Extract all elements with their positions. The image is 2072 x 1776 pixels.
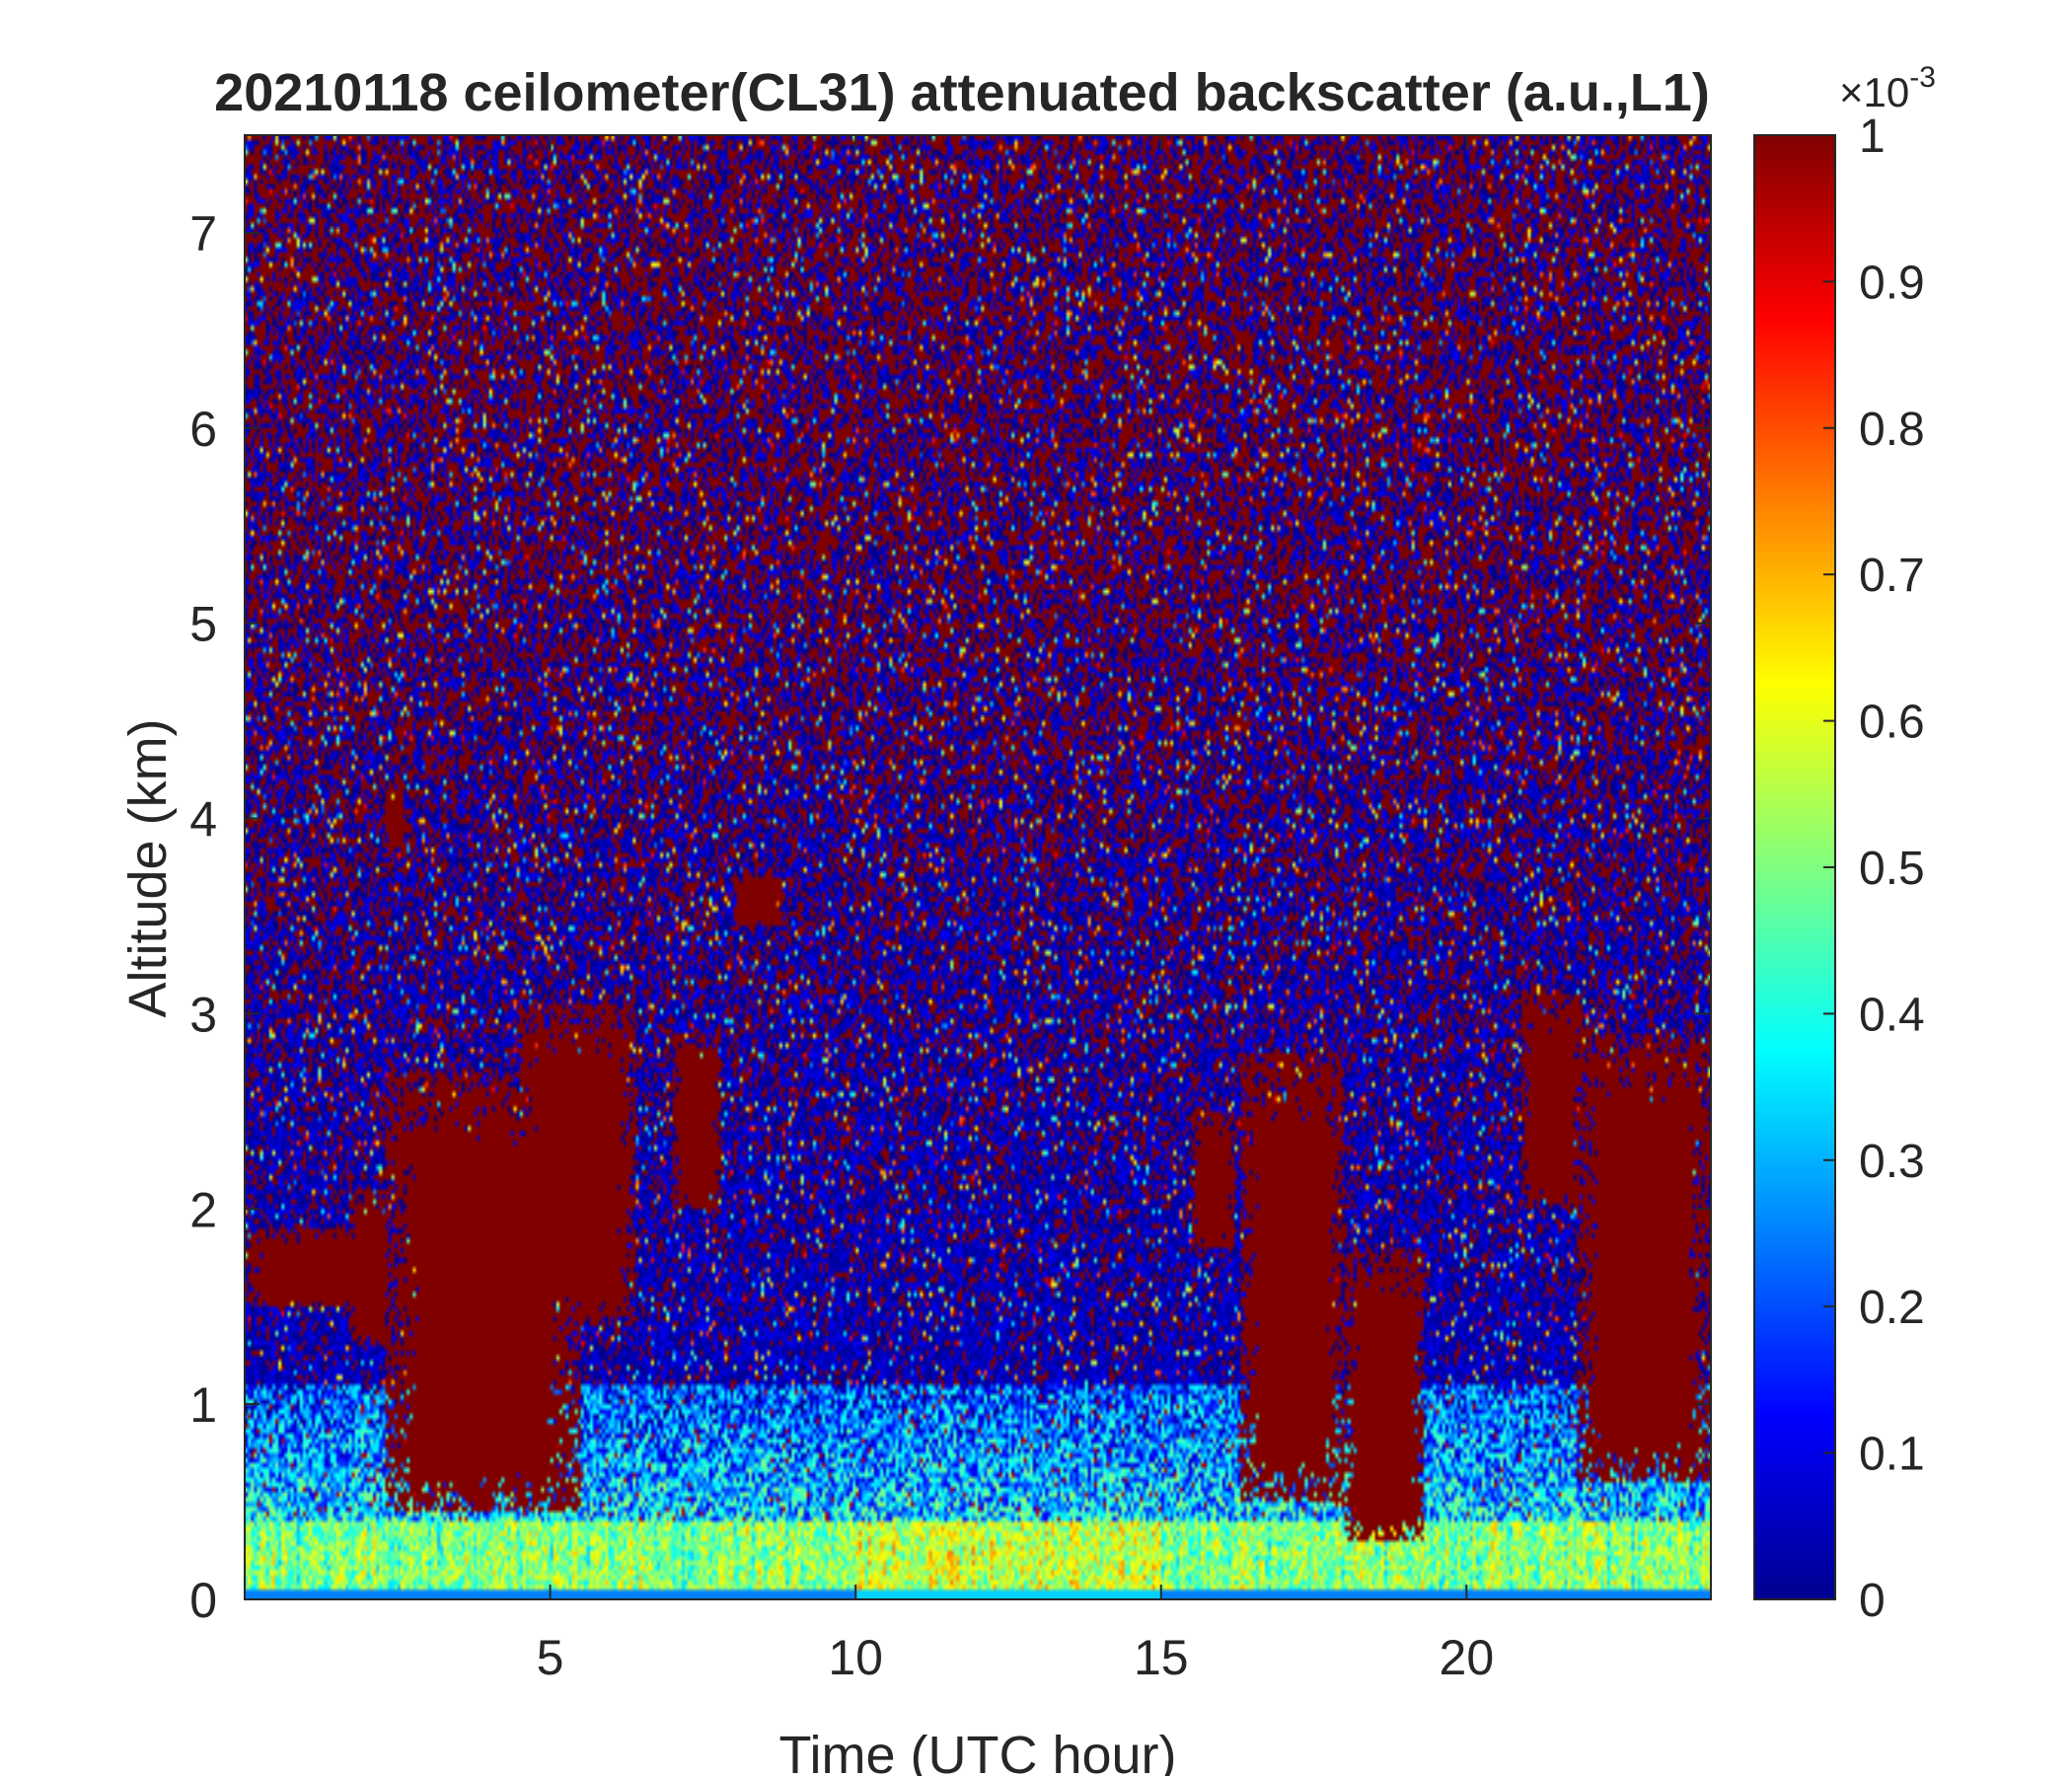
colorbar-gradient bbox=[1754, 135, 1835, 1599]
chart-title: 20210118 ceilometer(CL31) attenuated bac… bbox=[214, 63, 1710, 122]
x-axis: 5 10 15 20 bbox=[537, 135, 1494, 1685]
y-tick-label: 0 bbox=[189, 1573, 217, 1628]
colorbar-tick-label: 0 bbox=[1859, 1575, 1886, 1627]
colorbar-tick-label: 0.3 bbox=[1859, 1136, 1925, 1188]
plot-frame bbox=[244, 134, 1712, 1600]
colorbar-tick-label: 0.7 bbox=[1859, 550, 1925, 602]
colorbar-tick-label: 0.4 bbox=[1859, 989, 1925, 1041]
colorbar-exponent-base: ×10 bbox=[1839, 69, 1909, 115]
y-tick-label: 4 bbox=[189, 792, 217, 848]
x-tick-label: 15 bbox=[1134, 1630, 1189, 1685]
y-tick-label: 6 bbox=[189, 402, 217, 457]
backscatter-heatmap bbox=[245, 135, 1711, 1599]
x-tick-label: 10 bbox=[828, 1630, 883, 1685]
colorbar-tick-label: 0.5 bbox=[1859, 843, 1925, 895]
colorbar-tick-label: 0.8 bbox=[1859, 404, 1925, 456]
plot-area bbox=[244, 134, 1712, 1600]
y-axis: 0 1 2 3 4 5 6 7 bbox=[189, 206, 1711, 1628]
y-tick-label: 3 bbox=[189, 987, 217, 1042]
colorbar-tick-label: 0.2 bbox=[1859, 1282, 1925, 1334]
colorbar-tick-label: 1 bbox=[1859, 111, 1886, 163]
x-tick-label: 5 bbox=[537, 1630, 564, 1685]
colorbar-tick-label: 0.9 bbox=[1859, 257, 1925, 309]
y-tick-label: 7 bbox=[189, 206, 217, 261]
colorbar-tick-label: 0.6 bbox=[1859, 697, 1925, 749]
colorbar-ticks: 0 0.1 0.2 0.3 0.4 0.5 0.6 0.7 0.8 0.9 1 bbox=[1823, 111, 1925, 1627]
colorbar-tick-label: 0.1 bbox=[1859, 1429, 1925, 1481]
y-axis-label: Altitude (km) bbox=[118, 718, 178, 1017]
colorbar-exponent-power: -3 bbox=[1909, 61, 1936, 94]
x-axis-label: Time (UTC hour) bbox=[778, 1726, 1176, 1776]
y-tick-label: 5 bbox=[189, 597, 217, 652]
y-tick-label: 2 bbox=[189, 1182, 217, 1237]
x-tick-label: 20 bbox=[1440, 1630, 1495, 1685]
y-tick-label: 1 bbox=[189, 1377, 217, 1433]
colorbar: 0 0.1 0.2 0.3 0.4 0.5 0.6 0.7 0.8 0.9 1 ×10-3 bbox=[1753, 61, 1936, 1627]
colorbar-exponent: ×10-3 bbox=[1839, 61, 1936, 115]
